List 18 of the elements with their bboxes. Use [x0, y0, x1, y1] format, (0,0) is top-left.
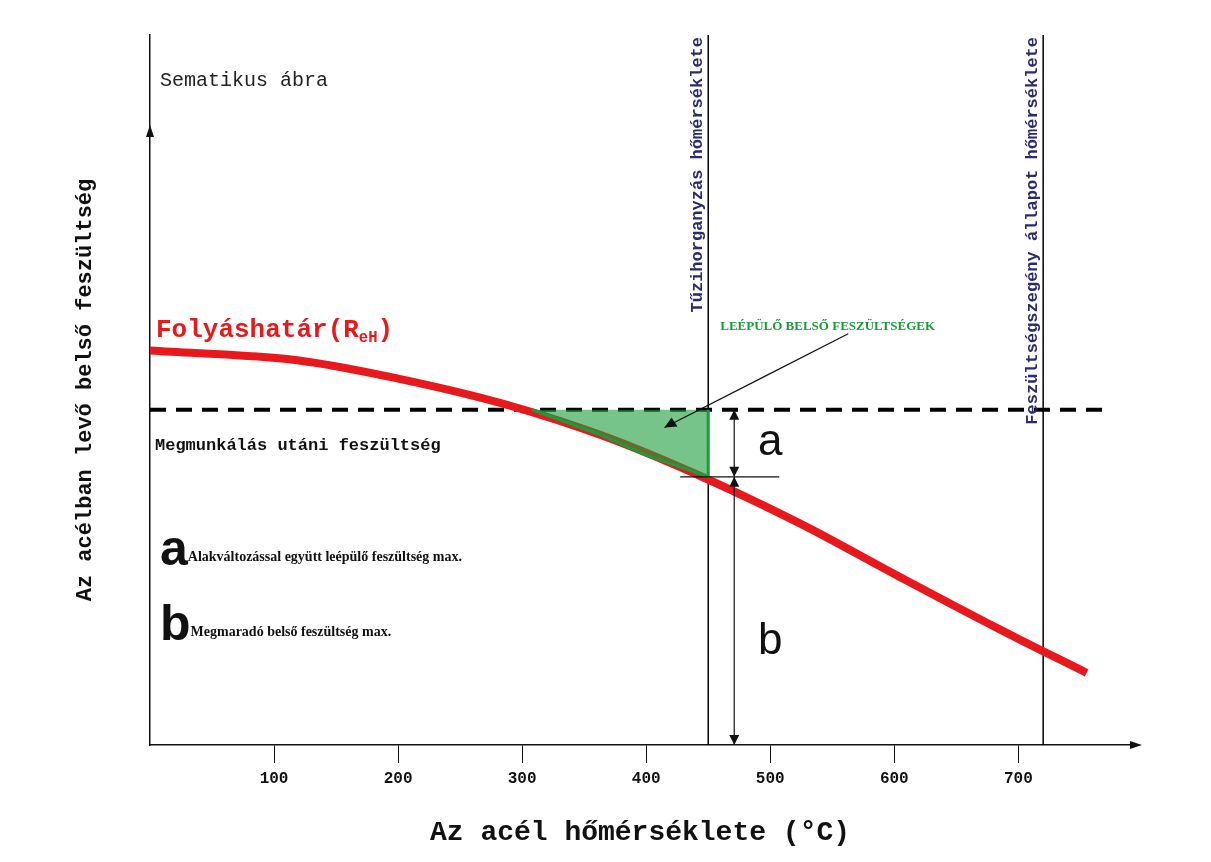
ref-line-label: Megmunkálás utáni feszültség — [155, 435, 441, 455]
x-tick-label: 500 — [755, 769, 785, 788]
annotation: bMegmaradó belső feszültség max. — [160, 595, 392, 651]
ref-line-label: Feszültségszegény állapot hőmérséklete — [1023, 37, 1043, 425]
annotation: a — [757, 415, 783, 465]
y-axis-title: Az acélban levő belső feszültség — [72, 178, 98, 602]
chart-title: Sematikus ábra — [160, 69, 329, 92]
x-tick-label: 700 — [1003, 769, 1033, 788]
annotation: b — [757, 613, 783, 663]
ref-line-label: Tűzihorganyzás hőmérséklete — [688, 37, 708, 313]
x-tick-label: 400 — [631, 769, 661, 788]
x-axis-title: Az acél hőmérséklete (°C) — [429, 817, 851, 849]
text: LEÉPÜLŐ BELSŐ FESZÜLTSÉGEK — [720, 317, 936, 333]
annotation: aAlakváltozással együtt leépülő feszültség max. — [160, 520, 462, 576]
x-tick-label: 600 — [879, 769, 909, 788]
x-tick-label: 300 — [507, 769, 537, 788]
x-tick-label: 200 — [383, 769, 413, 788]
x-tick-label: 100 — [259, 769, 289, 788]
